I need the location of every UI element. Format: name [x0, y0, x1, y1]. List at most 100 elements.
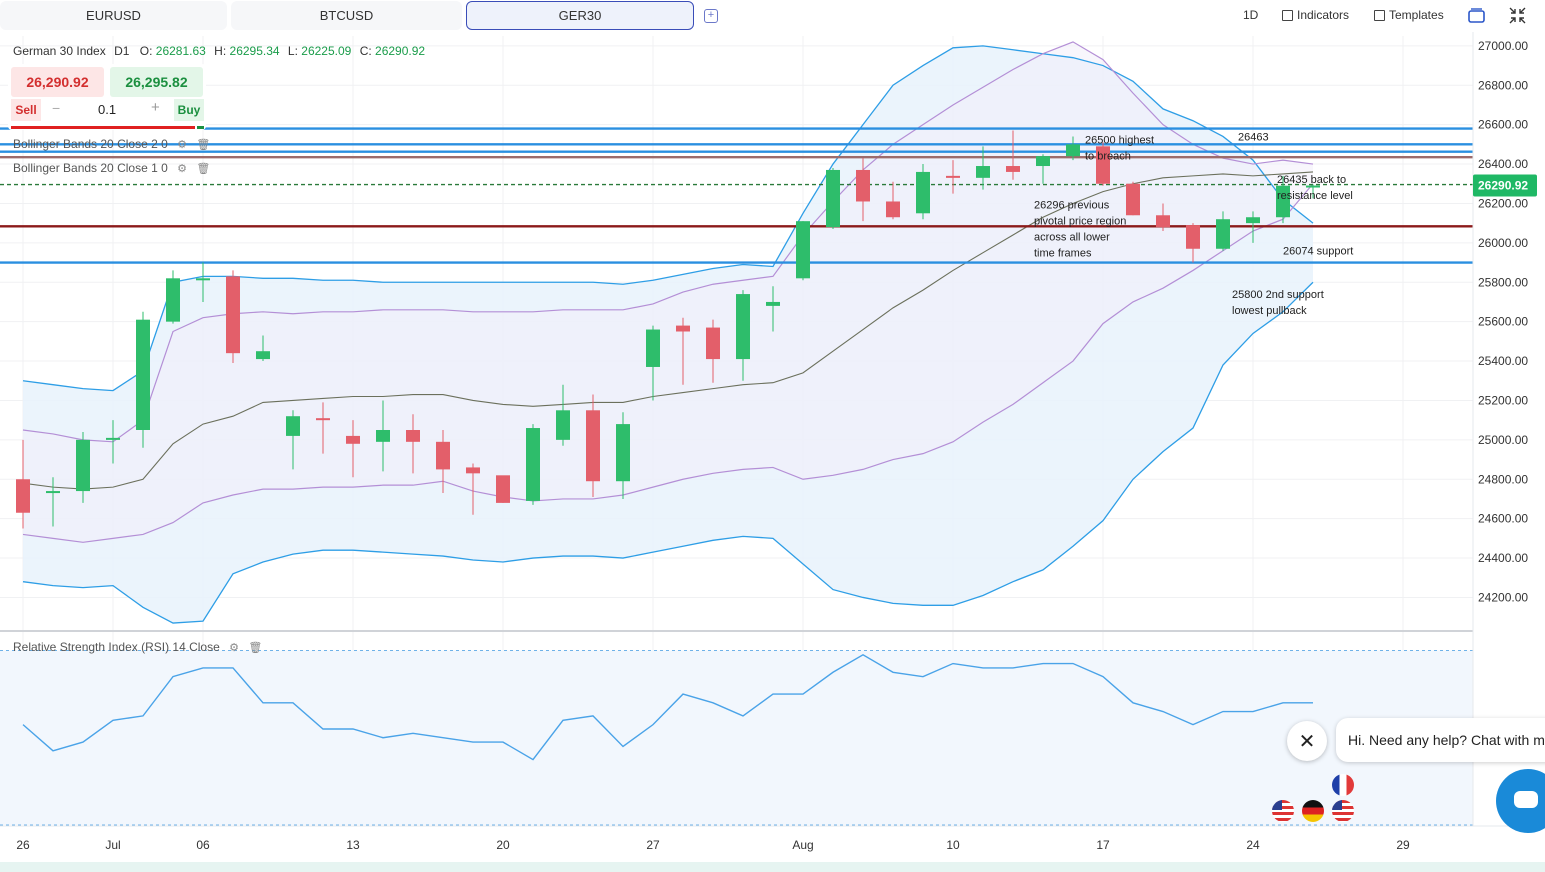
bollinger-bands-2-label[interactable]: Bollinger Bands 20 Close 2 0 ⚙ 🗑	[13, 137, 210, 151]
bb-lower-1-line	[22, 183, 1314, 543]
templates-icon	[1374, 9, 1385, 21]
current-price-label: 26290.92	[1478, 179, 1528, 193]
candle-body	[1036, 156, 1050, 167]
sell-button[interactable]: Sell	[11, 99, 41, 121]
candle-body	[646, 329, 660, 367]
price-axis-bg	[1473, 32, 1545, 832]
chart-annotation: 26296 previous pivotal price region across…	[1034, 199, 1126, 259]
flag-fr-icon[interactable]	[1332, 774, 1354, 796]
candle-body	[166, 278, 180, 322]
settings-icon[interactable]: ⚙	[177, 163, 187, 175]
high-value: 26295.34	[229, 44, 280, 58]
settings-icon[interactable]: ⚙	[177, 139, 187, 151]
rsi-line	[22, 654, 1313, 761]
tab-btcusd[interactable]: BTCUSD	[231, 1, 462, 30]
buy-button[interactable]: Buy	[174, 99, 204, 121]
candle-body	[376, 430, 390, 442]
candle-body	[526, 428, 540, 501]
bb-lower-2-line	[22, 281, 1314, 624]
chart-annotation: 26435 back to resistance level	[1277, 174, 1353, 202]
rsi-band-fill	[0, 650, 1473, 825]
candle-body	[436, 441, 450, 470]
open-label: O:	[139, 44, 153, 58]
chart-annotation: 26074 support	[1283, 246, 1353, 258]
candle-body	[736, 294, 750, 360]
buy-price[interactable]: 26,295.82	[110, 67, 203, 97]
candle-body	[106, 437, 120, 440]
add-tab-icon[interactable]: +	[704, 9, 718, 23]
flag-de-icon[interactable]	[1302, 800, 1324, 822]
candle-body	[586, 410, 600, 482]
price-tick-label: 24800.00	[1478, 472, 1528, 486]
layout-icon[interactable]	[1468, 7, 1486, 24]
chat-launcher-button[interactable]	[1496, 769, 1545, 833]
candle-body	[856, 169, 870, 202]
chart-annotations: 26500 highest to breach 26463 26435 back to…	[1034, 131, 1353, 317]
rsi-label[interactable]: Relative Strength Index (RSI) 14 Close ⚙…	[13, 640, 262, 654]
chart-annotation: 25800 2nd support lowest pullback	[1232, 289, 1324, 317]
indicators-icon	[1282, 9, 1293, 21]
annotation-line: across all lower	[1034, 231, 1110, 243]
candle-body	[766, 301, 780, 306]
candle-body	[1006, 166, 1020, 172]
indicators-button[interactable]: Indicators	[1282, 8, 1349, 22]
symbol-interval: D1	[114, 44, 130, 58]
time-tick-label: 06	[196, 838, 210, 852]
settings-icon[interactable]: ⚙	[229, 642, 239, 654]
price-tick-label: 25800.00	[1478, 275, 1528, 289]
low-value: 26225.09	[301, 44, 352, 58]
rsi-pane: 72.0064.0056.0040.0032.00	[0, 630, 1545, 826]
tab-eurusd[interactable]: EURUSD	[0, 1, 227, 30]
current-price-tag	[1473, 174, 1537, 197]
time-tick-label: 17	[1096, 838, 1110, 852]
time-tick-label: 10	[946, 838, 960, 852]
price-tick-label: 24600.00	[1478, 512, 1528, 526]
candle-body	[256, 351, 270, 360]
indicators-label: Indicators	[1297, 8, 1350, 22]
quantity-plus-button[interactable]: +	[151, 99, 160, 116]
delete-icon[interactable]: 🗑	[196, 163, 211, 175]
flag-us-icon[interactable]	[1272, 800, 1294, 822]
timeframe-button[interactable]: 1D	[1243, 8, 1258, 22]
candle-body	[496, 475, 510, 503]
candle-body	[976, 166, 990, 178]
bollinger-bands	[22, 41, 1314, 624]
price-tick-label: 27000.00	[1478, 39, 1528, 53]
candle-body	[466, 467, 480, 474]
templates-button[interactable]: Templates	[1374, 8, 1444, 22]
price-tick-label: 26800.00	[1478, 78, 1528, 92]
quantity-minus-button[interactable]: −	[52, 100, 61, 116]
bb-basis-line	[22, 171, 1314, 490]
delete-icon[interactable]: 🗑	[196, 139, 211, 151]
price-chart[interactable]: 26500 highest to breach 26463 26435 back to…	[0, 32, 1545, 872]
price-tick-label: 24400.00	[1478, 551, 1528, 565]
chat-close-button[interactable]: ✕	[1287, 721, 1327, 761]
annotation-line: lowest pullback	[1232, 305, 1307, 317]
sell-price[interactable]: 26,290.92	[11, 67, 104, 97]
price-tick-label: 24200.00	[1478, 590, 1528, 604]
tab-ger30[interactable]: GER30	[466, 1, 694, 30]
candle-body	[556, 410, 570, 440]
candle-body	[676, 325, 690, 332]
chat-message[interactable]: Hi. Need any help? Chat with me	[1336, 718, 1545, 762]
buy-ratio-bar	[197, 126, 204, 129]
annotation-line: 26074 support	[1283, 246, 1353, 258]
candle-body	[406, 430, 420, 442]
candle-body	[916, 171, 930, 214]
time-tick-label: Jul	[105, 838, 120, 852]
delete-icon[interactable]: 🗑	[248, 642, 263, 654]
trade-panel: 26,290.92 26,295.82 Sell − 0.1 + Buy	[8, 64, 206, 130]
quantity-input[interactable]: 0.1	[98, 102, 117, 117]
time-tick-label: 27	[646, 838, 660, 852]
candle-body	[346, 435, 360, 444]
close-icon: ✕	[1298, 730, 1316, 753]
flag-us2-icon[interactable]	[1332, 800, 1354, 822]
candle-body	[1096, 146, 1110, 184]
price-tick-label: 25000.00	[1478, 433, 1528, 447]
collapse-icon[interactable]	[1508, 6, 1527, 25]
candle-body	[1156, 215, 1170, 228]
candle-body	[76, 439, 90, 492]
candle-body	[226, 276, 240, 354]
templates-label: Templates	[1389, 8, 1444, 22]
bollinger-bands-1-label[interactable]: Bollinger Bands 20 Close 1 0 ⚙ 🗑	[13, 161, 210, 175]
